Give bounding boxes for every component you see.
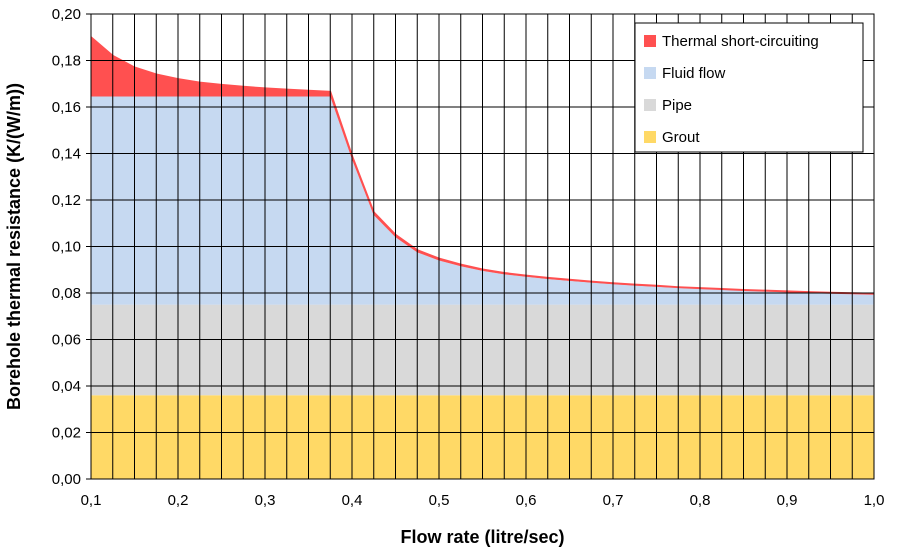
x-tick-label: 0,3	[255, 492, 276, 509]
x-tick-label: 0,6	[516, 492, 537, 509]
y-tick-label: 0,02	[52, 425, 81, 442]
legend: Thermal short-circuiting Fluid flow Pipe Gr…	[634, 22, 864, 153]
y-tick-label: 0,04	[52, 378, 81, 395]
legend-label: Thermal short-circuiting	[662, 33, 819, 50]
y-tick-label: 0,00	[52, 471, 81, 488]
x-axis-title: Flow rate (litre/sec)	[400, 527, 564, 547]
y-tick-label: 0,10	[52, 239, 81, 256]
y-tick-label: 0,16	[52, 99, 81, 116]
y-tick-labels: 0,00 0,02 0,04 0,06 0,08 0,10 0,12 0,14 0,16 0,18…	[52, 6, 91, 488]
legend-label: Pipe	[662, 97, 692, 114]
y-tick-label: 0,18	[52, 53, 81, 70]
y-tick-label: 0,20	[52, 6, 81, 23]
legend-swatch	[644, 99, 656, 111]
legend-swatch	[644, 131, 656, 143]
y-tick-label: 0,06	[52, 332, 81, 349]
y-tick-label: 0,08	[52, 285, 81, 302]
x-tick-label: 0,4	[342, 492, 363, 509]
y-axis-title: Borehole thermal resistance (K/(W/m))	[4, 83, 24, 410]
legend-label: Fluid flow	[662, 65, 726, 82]
x-tick-label: 0,1	[81, 492, 102, 509]
x-tick-label: 0,8	[690, 492, 711, 509]
legend-swatch	[644, 35, 656, 47]
x-tick-labels: 0,1 0,2 0,3 0,4 0,5 0,6 0,7 0,8 0,9 1,0	[81, 492, 885, 509]
x-tick-label: 0,2	[168, 492, 189, 509]
x-tick-label: 0,9	[777, 492, 798, 509]
y-tick-label: 0,14	[52, 146, 81, 163]
gridlines	[91, 14, 874, 479]
legend-label: Grout	[662, 129, 700, 146]
x-tick-label: 0,7	[603, 492, 624, 509]
y-tick-label: 0,12	[52, 192, 81, 209]
legend-swatch	[644, 67, 656, 79]
x-tick-label: 1,0	[864, 492, 885, 509]
legend-box	[634, 22, 864, 153]
x-tick-label: 0,5	[429, 492, 450, 509]
